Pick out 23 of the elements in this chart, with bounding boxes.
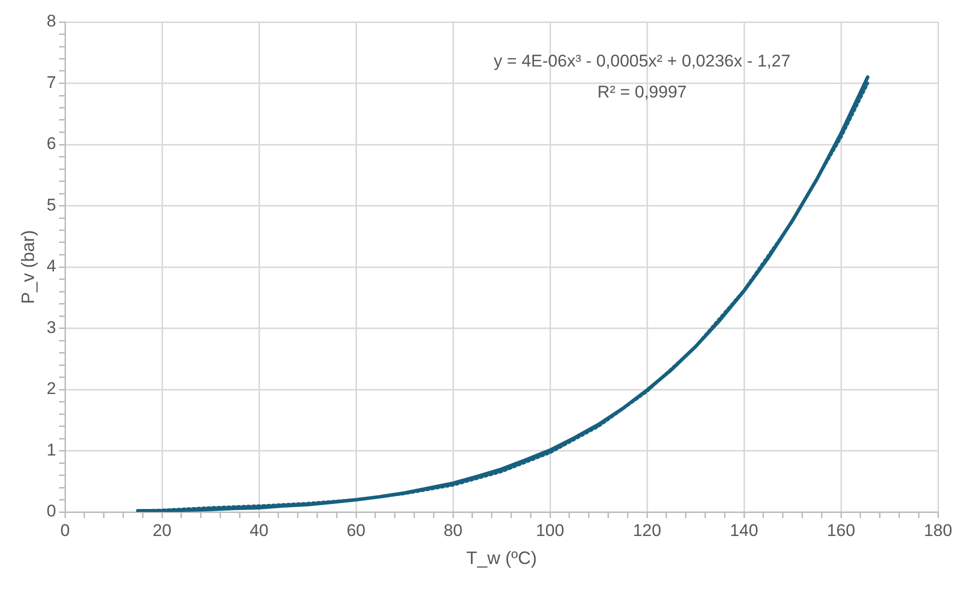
x-tick-label: 40 — [250, 520, 269, 540]
x-tick-label: 120 — [632, 520, 662, 540]
x-tick-label: 60 — [346, 520, 366, 540]
x-tick-label: 0 — [60, 520, 70, 540]
x-axis-title: T_w (ºC) — [466, 548, 537, 568]
y-tick-label: 0 — [46, 502, 56, 521]
y-tick-label: 5 — [46, 195, 56, 214]
y-tick-label: 8 — [46, 12, 56, 31]
y-tick-label: 1 — [46, 440, 56, 460]
y-tick-label: 4 — [46, 256, 56, 276]
x-tick-label: 100 — [536, 520, 564, 540]
y-tick-label: 2 — [46, 379, 56, 398]
x-tick-label: 160 — [826, 520, 856, 540]
y-axis-title: P_v (bar) — [18, 230, 38, 304]
x-tick-label: 180 — [924, 520, 952, 540]
y-tick-label: 7 — [46, 72, 56, 92]
x-tick-label: 20 — [152, 520, 172, 540]
x-tick-label: 80 — [444, 520, 462, 540]
x-tick-label: 140 — [730, 520, 758, 540]
annotation: y = 4E-06x³ - 0,0005x² + 0,0236x - 1,27 — [494, 52, 790, 71]
annotation: R² = 0,9997 — [597, 82, 687, 102]
y-tick-label: 3 — [46, 318, 56, 337]
y-tick-label: 6 — [46, 134, 56, 154]
